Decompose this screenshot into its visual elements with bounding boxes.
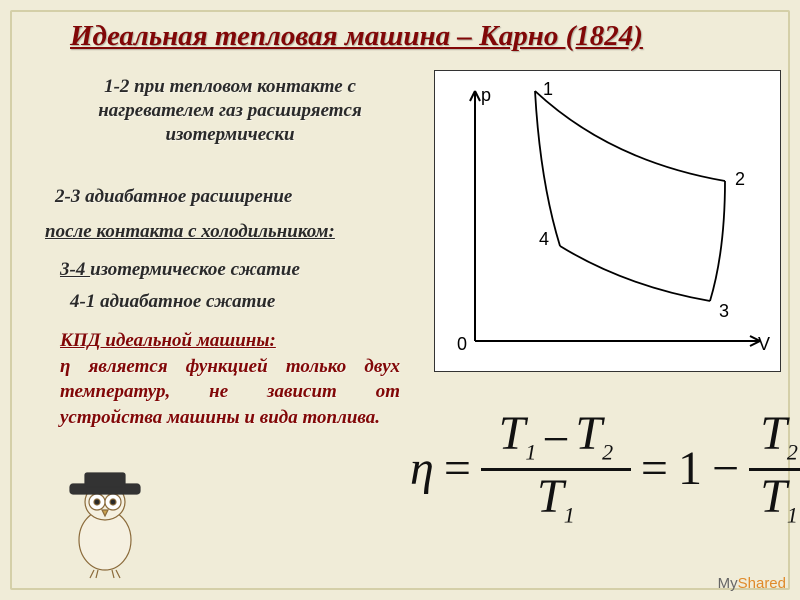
axis-label-v: V [758,334,770,355]
kpd-body: η является функцией только двух температ… [60,356,400,428]
origin-label: 0 [457,334,467,355]
watermark-my: My [718,575,738,592]
curve-4-1 [535,91,560,246]
step-2-3: 2-3 адиабатное расширение [55,185,292,209]
eta-symbol: η [410,441,434,496]
efficiency-formula: η = T1 − T2 T1 = 1 − T2 T1 [410,410,790,540]
kpd-block: КПД идеальной машины: η является функцие… [60,328,400,431]
one: 1 [678,441,702,496]
slide-title: Идеальная тепловая машина – Карно (1824) [70,20,643,53]
denominator-left: T1 [537,471,575,527]
watermark-shared: Shared [738,575,786,592]
axes [470,91,760,346]
owl-icon [60,470,150,580]
denominator-right: T1 [760,471,798,527]
numerator-right: T2 [754,410,800,468]
point-label-3: 3 [719,301,729,322]
axis-label-p: p [481,85,491,106]
fraction-right: T2 T1 [749,410,800,526]
step-3-4-prefix: 3-4 [60,259,90,280]
step-3-4-rest: изотермическое сжатие [90,259,300,280]
cycle-curves [535,91,725,301]
fraction-left: T1 − T2 T1 [481,410,631,526]
T2-num: T2 [575,410,613,464]
contact-note: после контакта с холодильником: [45,220,335,244]
minus-1: − [542,416,569,464]
curve-3-4 [560,246,710,301]
step-1-2: 1-2 при тепловом контакте с нагревателем… [60,75,400,146]
point-label-2: 2 [735,169,745,190]
T1-num: T1 [499,410,537,464]
point-label-4: 4 [539,229,549,250]
point-label-1: 1 [543,79,553,100]
minus-2: − [712,441,739,496]
equals-1: = [444,441,471,496]
curve-2-3 [710,181,725,301]
numerator-left: T1 − T2 [493,410,619,468]
kpd-heading: КПД идеальной машины: [60,330,276,351]
pv-diagram: p V 0 1 2 3 4 [434,70,781,372]
watermark: MyShared [718,575,786,592]
equals-2: = [641,441,668,496]
step-4-1: 4-1 адиабатное сжатие [70,290,275,314]
step-3-4: 3-4 изотермическое сжатие [60,258,300,282]
curve-1-2 [535,91,725,181]
pv-diagram-svg [435,71,780,371]
